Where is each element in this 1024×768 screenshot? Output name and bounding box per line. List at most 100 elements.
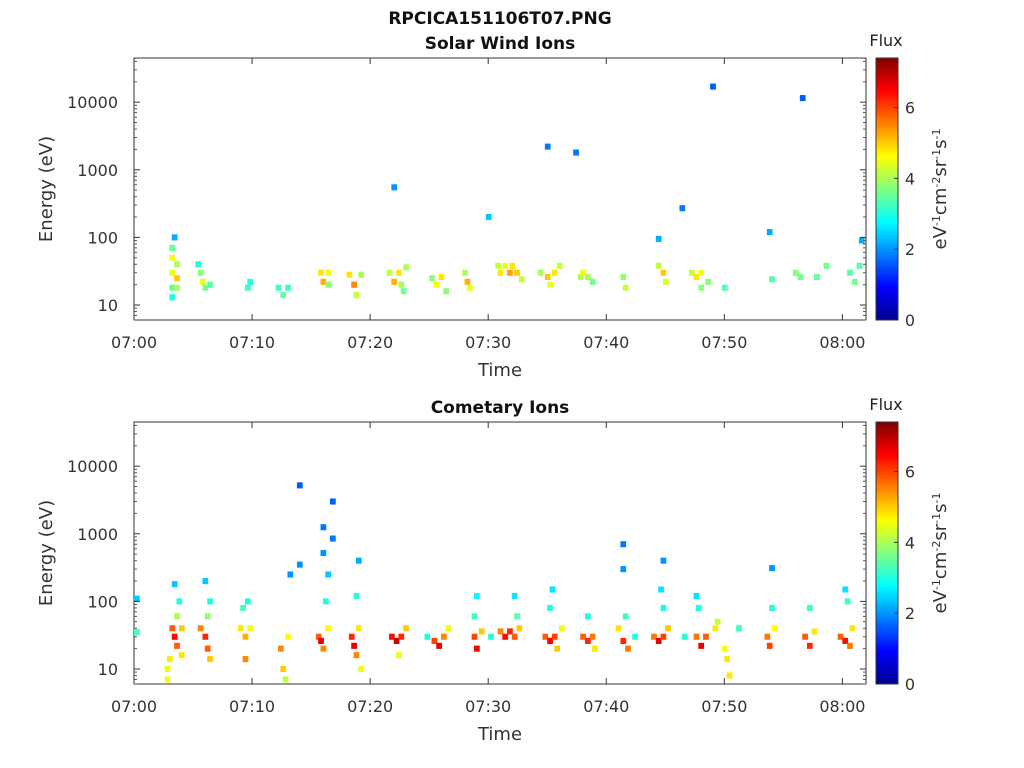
heatmap-cell [436, 642, 442, 649]
x-tick-label: 07:30 [465, 697, 511, 716]
heatmap-cell [769, 565, 775, 572]
heatmap-cell [242, 633, 249, 640]
heatmap-cell [769, 276, 775, 283]
x-axis-label: Time [477, 724, 522, 745]
heatmap-cell [171, 633, 178, 640]
heatmap-cell [325, 571, 331, 578]
heatmap-cell [724, 656, 731, 663]
colorbar-tick-label: 0 [905, 311, 915, 330]
heatmap-cell [847, 642, 853, 649]
y-axis-label: Energy (eV) [36, 500, 57, 606]
heatmap-cell [622, 284, 629, 291]
heatmap-cell [625, 645, 631, 652]
heatmap-cell [514, 269, 520, 276]
colorbar-title: Flux [869, 31, 902, 50]
heatmap-cell [280, 665, 287, 673]
heatmap-cell [353, 592, 360, 600]
heatmap-cell [497, 269, 504, 276]
colorbar: Flux 0 2 4 6 eV-1cm-2sr-1s-1 [869, 395, 951, 694]
heatmap-cell [240, 604, 246, 611]
heatmap-cell [712, 625, 719, 632]
heatmap-cell [464, 278, 471, 285]
heatmap-cell [806, 642, 813, 649]
panel-cometary: Cometary Ions 07:00 07:10 07:20 07:30 07:40 0… [36, 395, 951, 745]
heatmap-cell [204, 645, 211, 652]
heatmap-cell [318, 269, 324, 276]
heatmap-cell [693, 592, 700, 600]
heatmap-cell [511, 592, 518, 600]
heatmap-cell [134, 629, 140, 636]
heatmap-cell [355, 625, 362, 632]
heatmap-cell [237, 625, 244, 632]
heatmap-cell [622, 613, 629, 620]
heatmap-cell [660, 633, 667, 640]
heatmap-cell [502, 262, 509, 269]
heatmap-cell [695, 604, 702, 611]
heatmap-cell [726, 672, 733, 679]
heatmap-cell [714, 618, 721, 625]
heatmap-cell [358, 271, 365, 278]
heatmap-cell [169, 254, 176, 261]
heatmap-cell [169, 625, 176, 632]
heatmap-cell [705, 278, 712, 285]
x-tick-label: 07:40 [583, 697, 629, 716]
colorbar-unit-label: eV-1cm-2sr-1s-1 [930, 493, 952, 614]
heatmap-cell [207, 598, 213, 605]
heatmap-cell [400, 288, 407, 295]
heatmap-cell [396, 652, 402, 659]
heatmap-cell [386, 269, 393, 276]
heatmap-cell [665, 625, 672, 632]
heatmap-cell [424, 633, 431, 640]
heatmap-cell [580, 633, 586, 640]
heatmap-cell [620, 273, 627, 280]
heatmap-cell [660, 557, 667, 564]
heatmap-cell [275, 284, 282, 291]
heatmap-cell [554, 645, 561, 652]
heatmap-cell [693, 633, 700, 640]
heatmap-cell [802, 633, 808, 640]
y-tick-label: 10 [98, 660, 118, 679]
heatmap-cell [592, 645, 598, 652]
heatmap-cell [320, 549, 327, 557]
heatmap-cell [393, 637, 400, 644]
heatmap-cell [164, 676, 171, 683]
heatmap-cell [721, 645, 728, 652]
heatmap-cell [736, 625, 742, 632]
x-axis: 07:00 07:10 07:20 07:30 07:40 07:50 08:00 [111, 58, 865, 352]
figure-title: RPCICA151106T07.PNG [388, 9, 611, 29]
heatmap-cell [207, 281, 213, 288]
heatmap-cell [851, 278, 858, 285]
heatmap-cell [134, 595, 140, 602]
heatmap-cell [329, 535, 336, 542]
heatmap-cell [823, 262, 830, 269]
heatmap-cell [358, 665, 365, 673]
heatmap-cell [585, 637, 591, 644]
heatmap-cell [178, 625, 185, 632]
heatmap-cell [244, 284, 251, 291]
heatmap-cell [351, 281, 357, 288]
colorbar-tick-label: 2 [905, 604, 915, 623]
heatmap-cell [474, 592, 480, 600]
heatmap-cell [766, 642, 773, 649]
heatmap-cell [797, 273, 804, 280]
heatmap-cell [660, 269, 667, 276]
heatmap-cell [471, 613, 478, 620]
heatmap-cell [320, 278, 327, 285]
heatmap-cell [285, 633, 291, 640]
colorbar-tick-label: 4 [905, 533, 915, 552]
heatmap-cell [509, 262, 516, 269]
heatmap-cell [844, 598, 851, 605]
heatmap-cell [620, 637, 627, 644]
x-tick-label: 07:10 [229, 697, 275, 716]
heatmap-cell [197, 625, 204, 632]
heatmap-cell [169, 269, 176, 276]
heatmap-cell [615, 625, 622, 632]
heatmap-cell [462, 269, 468, 276]
heatmap-cell [814, 273, 820, 280]
x-tick-label: 07:50 [701, 333, 747, 352]
heatmap-cell [167, 656, 173, 663]
colorbar-tick-label: 6 [905, 99, 915, 118]
heatmap-cell [348, 633, 355, 640]
heatmap-cell [320, 645, 327, 652]
heatmap-cell [287, 571, 294, 578]
